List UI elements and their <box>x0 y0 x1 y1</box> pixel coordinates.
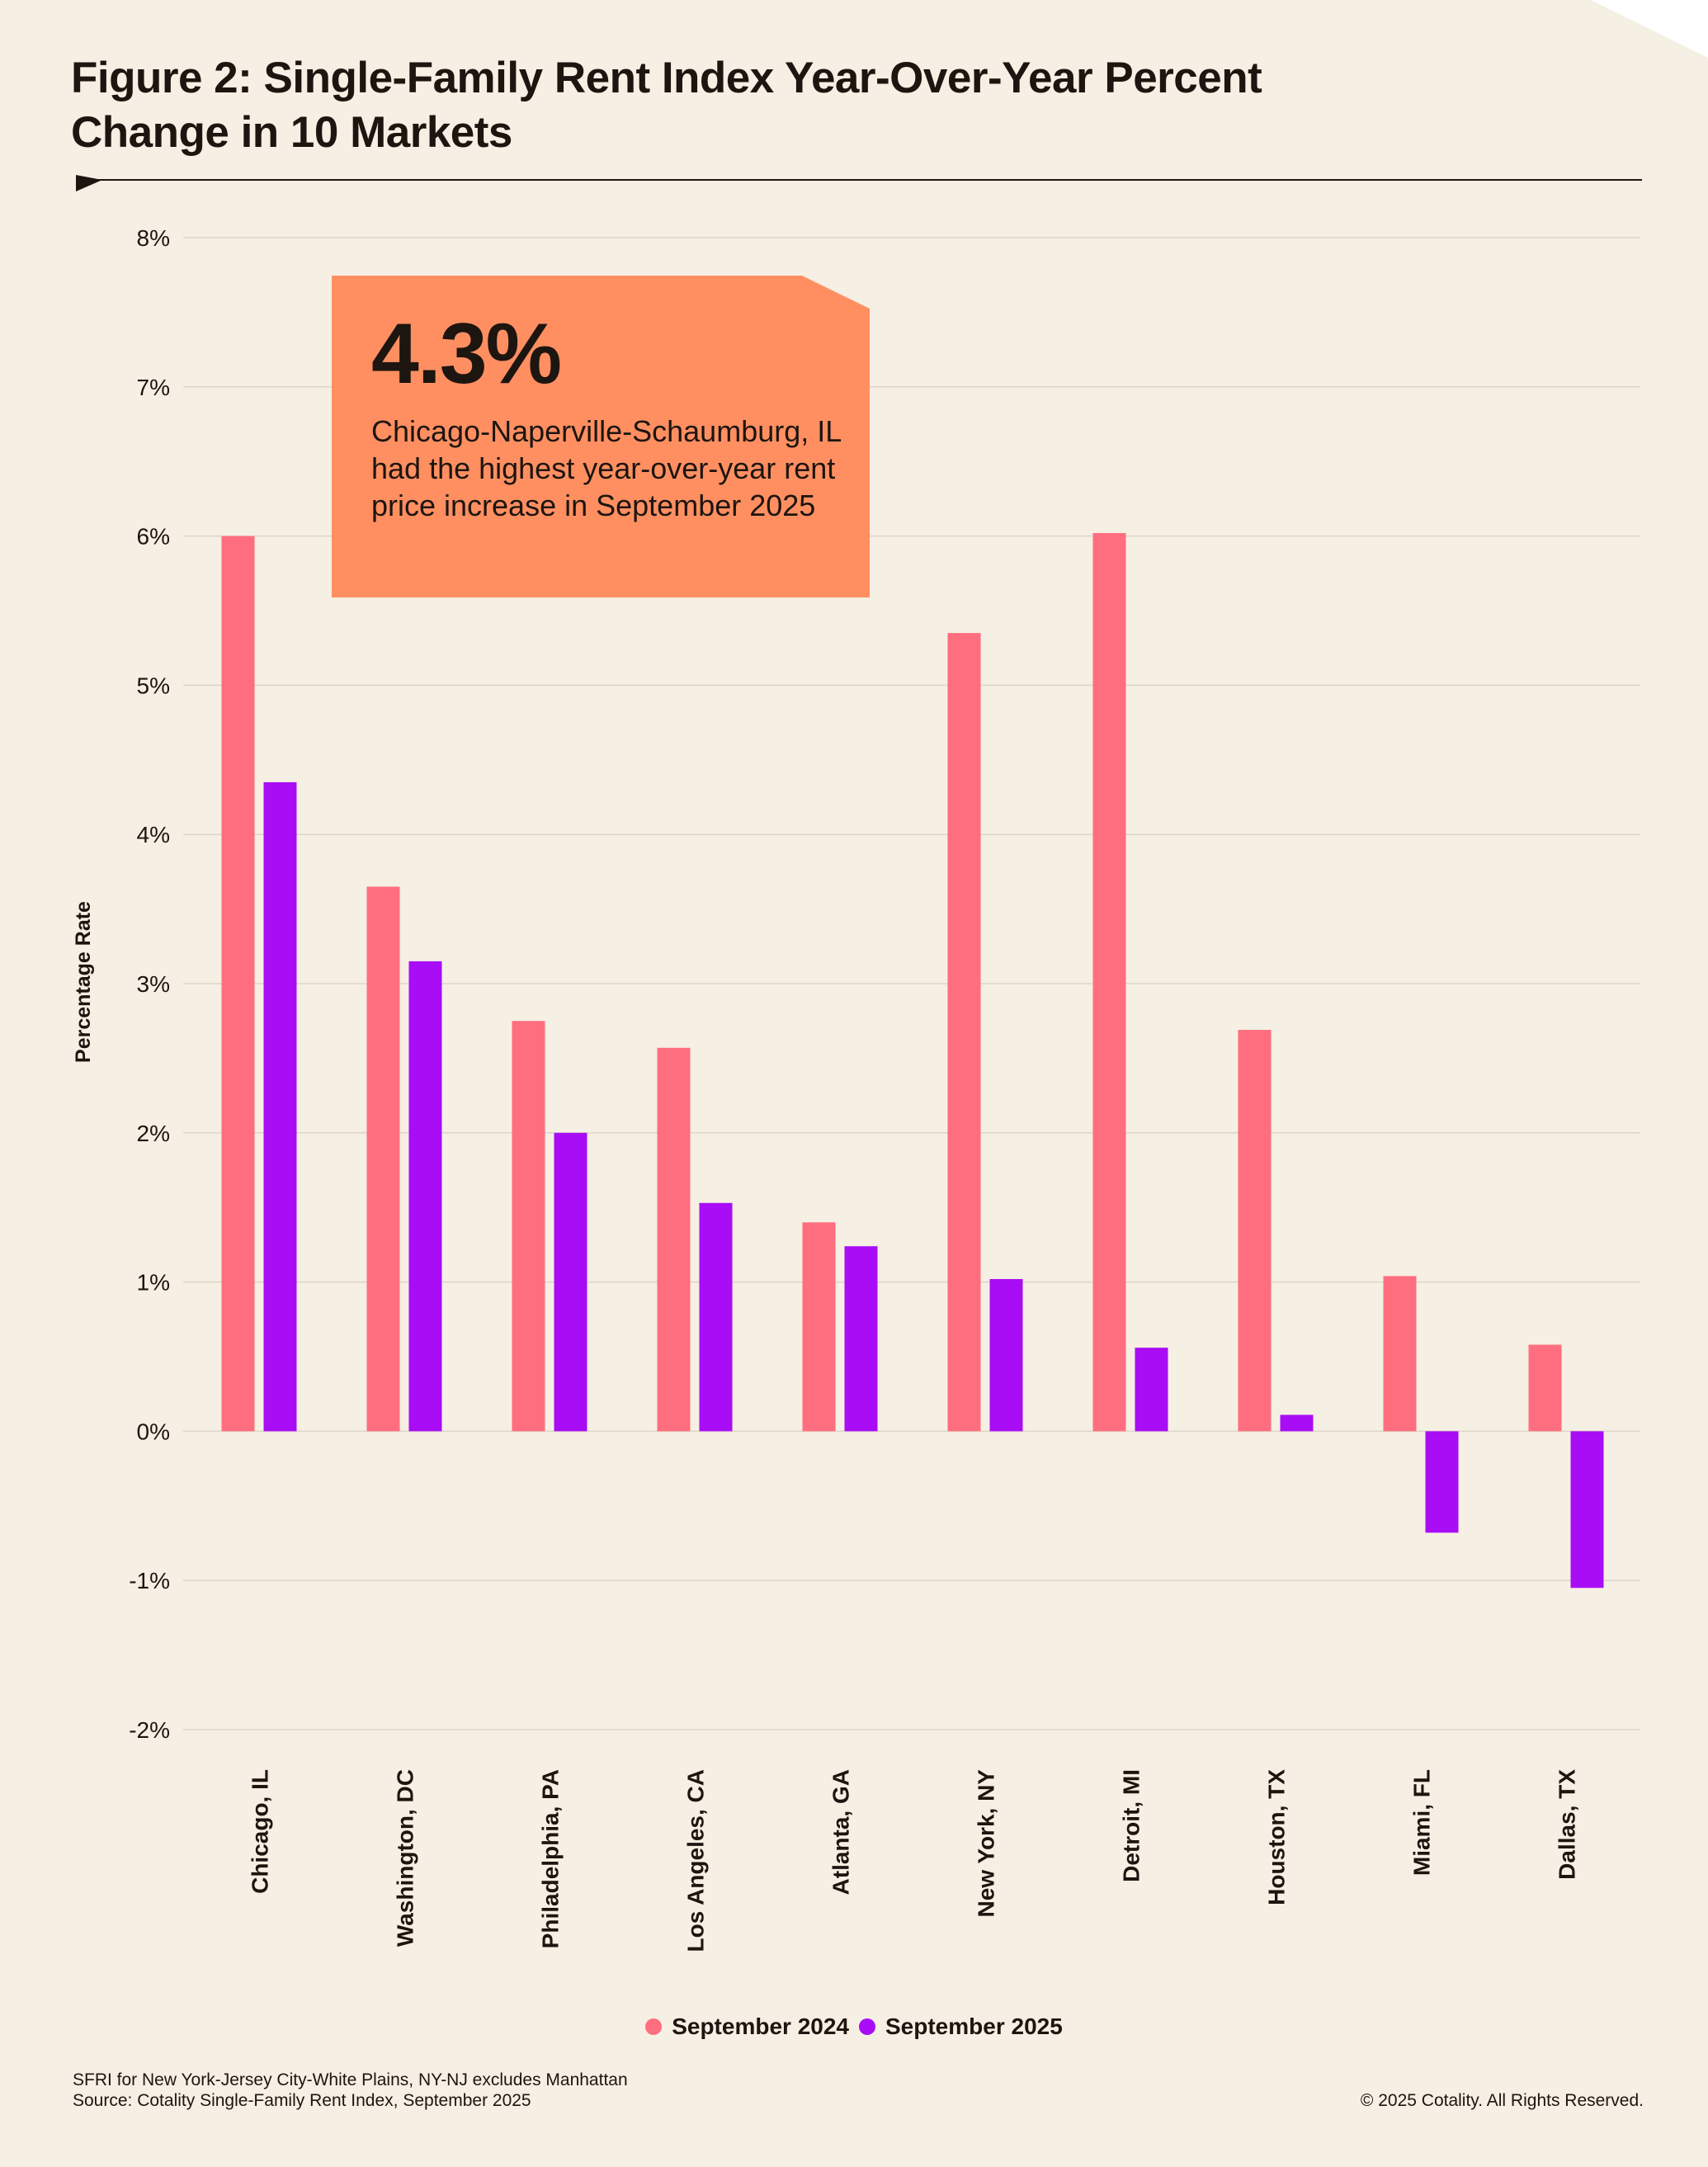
corner-fold-decoration <box>1591 0 1708 58</box>
y-axis-title: Percentage Rate <box>72 901 95 1063</box>
x-tick-label: Los Angeles, CA <box>683 1769 709 1952</box>
bar-2025 <box>1570 1431 1604 1589</box>
bar-chart: -2% -1% 0% 1% 2% 3% 4% 5% 6% 7% 8% Chicago, IL Wash… <box>72 225 1640 1952</box>
bar-2025 <box>408 961 442 1432</box>
bar-2025 <box>554 1132 587 1432</box>
y-tick-label: 0% <box>137 1419 170 1444</box>
bar-2024 <box>366 886 400 1432</box>
y-tick-label: 6% <box>137 524 170 550</box>
x-tick-label: Detroit, MI <box>1119 1769 1144 1882</box>
bar-2025 <box>1280 1414 1314 1432</box>
bar-2025 <box>989 1278 1023 1432</box>
bar-2024 <box>221 536 255 1432</box>
bar-2025 <box>1135 1348 1168 1432</box>
callout-text: Chicago-Naperville-Schaumburg, IL had th… <box>371 414 841 522</box>
y-tick-label: 4% <box>137 822 170 847</box>
y-tick-label: 5% <box>137 673 170 698</box>
highlight-callout: 4.3% Chicago-Naperville-Schaumburg, IL h… <box>332 276 870 597</box>
bars <box>221 532 1604 1589</box>
bar-2024 <box>1383 1276 1417 1432</box>
y-tick-label: 2% <box>137 1121 170 1146</box>
bar-2024 <box>802 1222 836 1432</box>
y-tick-label: -1% <box>129 1568 170 1593</box>
bar-2024 <box>657 1047 691 1432</box>
x-tick-label: Houston, TX <box>1264 1769 1290 1905</box>
bar-2025 <box>1425 1431 1459 1533</box>
chart-title: Figure 2: Single-Family Rent Index Year-… <box>71 54 1262 157</box>
copyright: © 2025 Cotality. All Rights Reserved. <box>1360 2091 1644 2110</box>
x-tick-label: Washington, DC <box>393 1769 418 1947</box>
x-tick-label: Dallas, TX <box>1555 1769 1580 1880</box>
x-tick-label: Atlanta, GA <box>828 1769 854 1895</box>
legend-label-2025: September 2025 <box>885 2014 1063 2039</box>
legend-swatch-2025 <box>859 2018 875 2035</box>
y-tick-label: 7% <box>137 375 170 400</box>
bar-2025 <box>263 781 297 1432</box>
title-divider <box>76 175 1642 191</box>
y-axis-ticks: -2% -1% 0% 1% 2% 3% 4% 5% 6% 7% 8% <box>129 225 170 1743</box>
bar-2024 <box>947 633 981 1432</box>
legend-swatch-2024 <box>645 2018 663 2035</box>
y-tick-label: 3% <box>137 971 170 997</box>
y-tick-label: -2% <box>129 1717 170 1743</box>
legend: September 2024 September 2025 <box>0 2014 1708 2040</box>
x-tick-label: Chicago, IL <box>248 1769 273 1894</box>
bar-2025 <box>844 1246 878 1432</box>
bar-2024 <box>512 1021 545 1432</box>
y-tick-label: 1% <box>137 1270 170 1296</box>
footnote-note: SFRI for New York-Jersey City-White Plai… <box>73 2070 628 2089</box>
callout-value: 4.3% <box>371 306 562 402</box>
footnote: SFRI for New York-Jersey City-White Plai… <box>73 2070 628 2111</box>
y-tick-label: 8% <box>137 225 170 251</box>
bar-2025 <box>699 1202 733 1432</box>
x-tick-label: Miami, FL <box>1409 1769 1435 1876</box>
legend-item-2024: September 2024 <box>645 2014 849 2040</box>
legend-label-2024: September 2024 <box>672 2014 849 2039</box>
x-tick-label: New York, NY <box>974 1769 999 1918</box>
bar-2024 <box>1238 1030 1272 1432</box>
x-axis-labels: Chicago, IL Washington, DC Philadelphia, P… <box>248 1769 1580 1952</box>
legend-item-2025: September 2025 <box>859 2014 1063 2040</box>
bar-2024 <box>1528 1344 1562 1432</box>
bar-2024 <box>1092 532 1126 1432</box>
footnote-source: Source: Cotality Single-Family Rent Inde… <box>73 2091 531 2110</box>
x-tick-label: Philadelphia, PA <box>538 1769 564 1948</box>
